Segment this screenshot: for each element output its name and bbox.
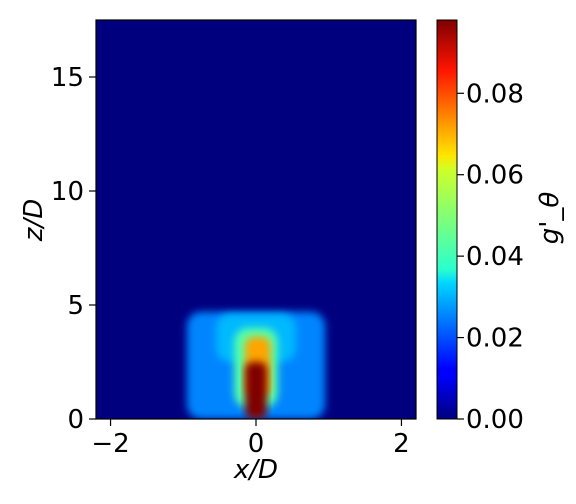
colorbar-gradient (436, 19, 458, 420)
heat-region-base-column (245, 362, 267, 419)
colorbar-label: g'_θ (535, 192, 565, 245)
y-tick-label: 5 (67, 291, 84, 321)
colorbar-tick-label: 0.08 (466, 79, 524, 109)
colorbar-ticks: 0.00 0.02 0.04 0.06 0.08 (457, 79, 524, 435)
colorbar-tick-label: 0.02 (466, 324, 524, 354)
colorbar-tick-label: 0.00 (466, 405, 524, 435)
colorbar-tick-label: 0.04 (466, 242, 524, 272)
heatmap-field (186, 311, 326, 419)
heatmap-plot-area (95, 19, 417, 420)
y-tick-label: 0 (67, 405, 84, 435)
y-tick-label: 10 (51, 177, 84, 207)
colorbar: 0.00 0.02 0.04 0.06 0.08 g'_θ (436, 19, 565, 435)
colorbar-tick-label: 0.06 (466, 161, 524, 191)
x-tick-label: −2 (91, 429, 129, 459)
x-axis-ticks: −2 0 2 (91, 419, 410, 459)
x-tick-label: 0 (248, 429, 265, 459)
x-axis-label: x/D (233, 455, 278, 485)
x-tick-label: 2 (393, 429, 410, 459)
y-tick-label: 15 (51, 63, 84, 93)
y-axis-label: z/D (19, 199, 49, 242)
y-axis-ticks: 0 5 10 15 (51, 63, 96, 435)
